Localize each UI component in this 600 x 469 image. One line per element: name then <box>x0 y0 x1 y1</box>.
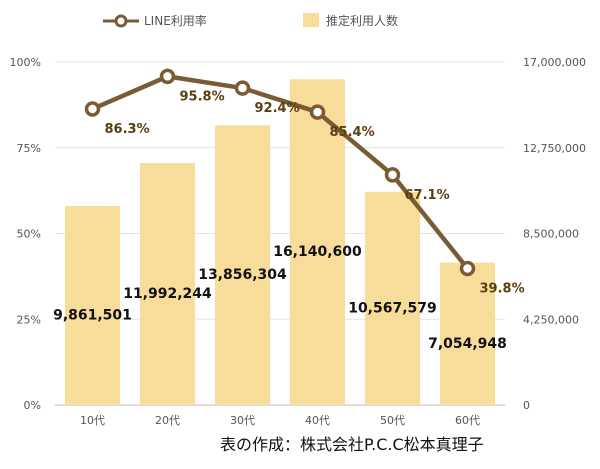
line-value-label: 85.4% <box>330 125 375 140</box>
bar <box>290 79 345 405</box>
bar-value-label: 16,140,600 <box>273 244 362 260</box>
line-value-label: 95.8% <box>180 89 225 104</box>
right-axis-tick-label: 8,500,000 <box>523 228 579 241</box>
line-point <box>459 260 476 277</box>
line-point <box>159 68 176 85</box>
right-axis-tick-label: 12,750,000 <box>523 142 586 155</box>
left-axis-tick-label: 25% <box>17 313 41 326</box>
x-tick-label: 50代 <box>380 414 405 427</box>
right-axis-tick-label: 4,250,000 <box>523 313 579 326</box>
line-path <box>91 74 470 270</box>
bar-value-label: 10,567,579 <box>348 300 437 316</box>
bar <box>365 191 420 405</box>
legend-bar-label: 推定利用人数 <box>326 13 398 28</box>
line-series <box>84 68 476 277</box>
left-axis-tick-label: 50% <box>17 228 41 241</box>
line-point <box>384 167 401 183</box>
axes: 0% 0 25% 4,250,000 50% 8,500,000 75% 12,750,000… <box>10 56 586 427</box>
bar <box>215 125 270 406</box>
line-value-label: 67.1% <box>405 188 450 203</box>
left-axis-tick-label: 0% <box>24 399 41 412</box>
left-axis-tick-label: 75% <box>17 142 41 155</box>
legend-marker-icon <box>114 14 128 28</box>
bar <box>140 163 195 405</box>
line-value-label: 39.8% <box>480 281 525 296</box>
legend-bar-swatch <box>303 13 319 27</box>
line-value-label: 86.3% <box>105 122 150 137</box>
line-value-label: 92.4% <box>255 101 300 116</box>
legend: LINE利用率 推定利用人数 <box>103 13 398 28</box>
bar <box>65 206 120 405</box>
bar-value-label: 11,992,244 <box>123 286 212 302</box>
left-axis-tick-label: 100% <box>10 56 41 69</box>
x-tick-label: 20代 <box>155 414 180 427</box>
legend-line-label: LINE利用率 <box>144 13 207 28</box>
gridlines <box>55 61 505 406</box>
x-tick-label: 10代 <box>80 414 105 427</box>
x-tick-label: 60代 <box>455 414 480 427</box>
bar-value-label: 13,856,304 <box>198 267 287 283</box>
x-tick-label: 30代 <box>230 414 255 427</box>
x-tick-label: 40代 <box>305 414 330 427</box>
right-axis-tick-label: 0 <box>523 399 530 412</box>
data-labels: 9,861,501 11,992,244 13,856,304 16,140,600 1… <box>53 89 525 351</box>
bar-value-label: 7,054,948 <box>428 336 507 352</box>
right-axis-tick-label: 17,000,000 <box>523 56 586 69</box>
bar <box>440 262 495 405</box>
bar-series <box>65 79 495 406</box>
chart-credit: 表の作成：株式会社P.C.C松本真理子 <box>220 435 484 454</box>
line-point <box>234 80 251 96</box>
line-point <box>84 101 101 117</box>
bar-value-label: 9,861,501 <box>53 308 132 324</box>
line-point <box>309 104 326 120</box>
